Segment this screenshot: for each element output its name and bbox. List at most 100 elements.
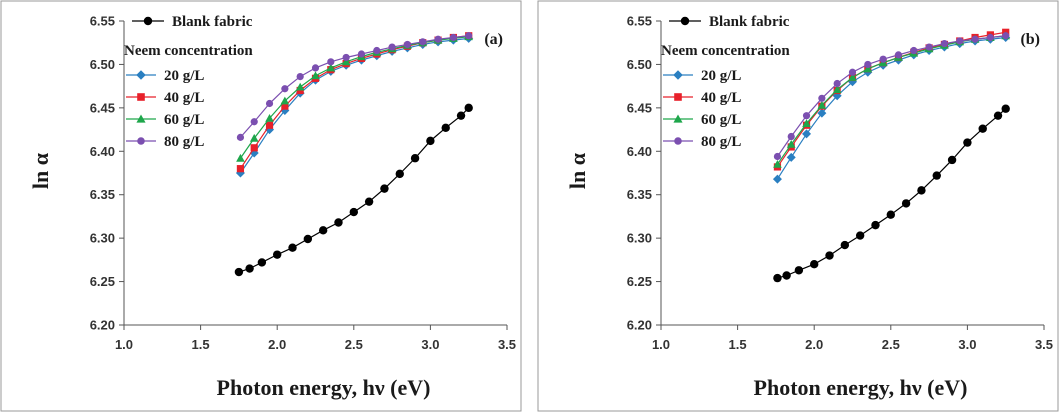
- chart-a-data-point: [265, 121, 274, 129]
- chart-b-data-point: [840, 240, 850, 250]
- chart-a-data-point: [464, 103, 473, 113]
- chart-a-legend-label: 40 g/L: [164, 90, 204, 106]
- chart-b-series-line: [776, 31, 1006, 168]
- chart-a-x-tick-label: 1.0: [115, 337, 133, 352]
- chart-a-data-point: [318, 226, 328, 235]
- chart-b-legend-label: 80 g/L: [701, 134, 741, 150]
- chart-b-data-point: [940, 39, 949, 48]
- chart-a-data-point: [311, 64, 320, 72]
- chart-a-data-point: [380, 184, 389, 193]
- chart-a-series-line: [239, 37, 469, 174]
- chart-b-legend: Blank fabric Neem concentration 20 g/L 40 g…: [661, 14, 790, 150]
- chart-a-data-point: [326, 63, 336, 72]
- chart-a-outer-border: [0, 0, 522, 412]
- chart-a-data-point: [357, 50, 366, 58]
- chart-b-data-point: [817, 108, 827, 118]
- chart-a-data-point: [236, 165, 245, 173]
- chart-b-data-point: [786, 140, 796, 148]
- chart-a-x-tick-label: 3.5: [498, 337, 516, 352]
- chart-b-y-tick-label: 6.45: [627, 100, 652, 115]
- chart-a-data-point: [280, 96, 290, 105]
- chart-b-data-point: [978, 124, 987, 133]
- chart-b-x-axis-label: Photon energy, hν (eV): [754, 375, 968, 400]
- chart-a-data-point: [364, 197, 374, 206]
- chart-b-x-tick-label: 3.5: [1035, 337, 1053, 352]
- chart-a-data-point: [296, 86, 304, 95]
- chart-b-data-point: [794, 266, 804, 275]
- chart-b-data-point: [786, 152, 796, 162]
- chart-b-data-point: [864, 60, 872, 69]
- chart-b-data-point: [802, 129, 812, 139]
- chart-b-legend-label: 40 g/L: [701, 90, 741, 106]
- chart-a-x-tick-label: 2.5: [345, 337, 363, 352]
- chart-b-data-point: [773, 152, 782, 161]
- chart-b-data-point: [886, 210, 895, 219]
- chart-b-data-point: [833, 79, 841, 88]
- chart-a-data-point: [250, 118, 258, 126]
- chart-a-legend-marker: [136, 70, 146, 80]
- chart-a-data-point: [281, 85, 289, 93]
- chart-b-data-point: [1001, 104, 1010, 113]
- chart-b-y-tick-label: 6.40: [627, 144, 652, 159]
- chart-a-x-tick-label: 2.0: [268, 337, 286, 352]
- chart-a-data-point: [395, 169, 404, 179]
- chart-b-data-point: [956, 37, 964, 45]
- chart-b-series-line: [777, 108, 1007, 279]
- chart-b-series-2: [773, 28, 1010, 171]
- chart-a-x-axis-label: Photon energy, hν (eV): [217, 375, 431, 400]
- chart-b-legend-label: Blank fabric: [709, 14, 790, 30]
- chart-b-y-axis-label: ln α: [565, 152, 590, 189]
- chart-a-data-point: [265, 113, 274, 122]
- chart-a-data-point: [456, 111, 466, 120]
- chart-a-data-point: [388, 43, 396, 51]
- chart-a-data-point: [303, 234, 313, 244]
- chart-b-data-point: [802, 119, 811, 127]
- chart-a-data-point: [236, 133, 245, 141]
- chart-a-y-tick-label: 6.25: [90, 274, 115, 289]
- chart-a-svg: 6.20 6.25 6.30 6.35 6.40 6.45 6.50 6.55 1.0 1.5 2.…: [0, 0, 522, 412]
- chart-b-svg: 6.20 6.25 6.30 6.35 6.40 6.45 6.50 6.55 1.0 1.5 2.…: [537, 0, 1059, 412]
- chart-b-legend-marker: [674, 93, 682, 101]
- chart-b-data-point: [848, 73, 857, 81]
- chart-b-legend-label: 20 g/L: [701, 68, 741, 84]
- chart-a-data-point: [373, 46, 381, 55]
- chart-a-data-point: [273, 250, 282, 259]
- chart-a-legend-label: 20 g/L: [164, 68, 204, 84]
- chart-b-legend-marker: [673, 114, 683, 123]
- chart-b-data-point: [802, 112, 811, 120]
- chart-a-data-point: [403, 40, 412, 49]
- chart-a-data-point: [245, 264, 254, 273]
- chart-b-data-point: [986, 33, 994, 42]
- chart-b-data-point: [1002, 32, 1010, 40]
- chart-a-data-point: [449, 33, 457, 42]
- chart-a-legend-marker: [143, 16, 153, 26]
- chart-b-y-tick-label: 6.50: [627, 57, 652, 72]
- chart-a-series-4: [236, 32, 473, 141]
- chart-b-data-point: [818, 94, 826, 102]
- chart-a-data-point: [296, 72, 304, 81]
- chart-b-data-point: [871, 220, 880, 230]
- chart-a-data-point: [236, 153, 245, 162]
- chart-a-data-point: [349, 207, 358, 217]
- chart-a-series-line: [239, 35, 469, 138]
- chart-a-y-tick-label: 6.40: [90, 144, 115, 159]
- chart-a-y-tick-label: 6.35: [90, 187, 115, 202]
- chart-a-data-point: [295, 82, 305, 91]
- chart-a-legend: Blank fabric Neem concentration 20 g/L 40 g…: [124, 14, 253, 150]
- chart-b-legend-marker: [674, 137, 682, 145]
- chart-a-y-tick-label: 6.30: [90, 231, 115, 246]
- chart-a-data-point: [334, 218, 343, 227]
- chart-b-outer-border: [537, 0, 1059, 412]
- chart-a-data-point: [426, 136, 435, 146]
- chart-b-data-point: [971, 35, 979, 43]
- chart-b-series-0: [773, 104, 1010, 283]
- chart-b-panel-label: (b): [1020, 31, 1040, 48]
- chart-a-legend-marker: [136, 114, 146, 123]
- chart-a-data-point: [311, 71, 320, 80]
- chart-b-data-point: [894, 51, 903, 59]
- chart-b-series-4: [773, 32, 1010, 161]
- chart-b-data-point: [947, 155, 957, 165]
- chart-b-data-point: [825, 251, 834, 260]
- chart-panel-a: 6.20 6.25 6.30 6.35 6.40 6.45 6.50 6.55 1.0 1.5 2.…: [0, 0, 522, 412]
